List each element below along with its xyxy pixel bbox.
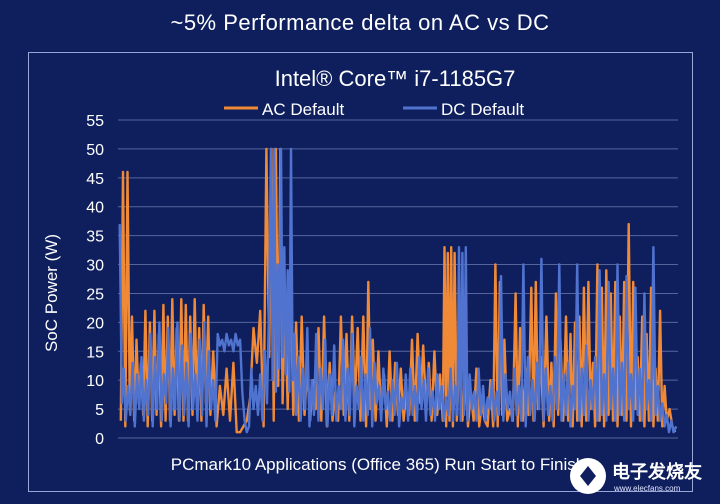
y-tick-label: 25 bbox=[86, 286, 104, 303]
y-tick-label: 0 bbox=[95, 431, 104, 448]
y-tick-label: 45 bbox=[86, 171, 104, 188]
y-tick-label: 20 bbox=[86, 315, 104, 332]
y-tick-label: 5 bbox=[95, 402, 104, 419]
y-tick-labels: 0 5 10 15 20 25 30 35 40 45 50 55 bbox=[86, 113, 104, 448]
chart-frame bbox=[28, 52, 693, 492]
y-tick-label: 35 bbox=[86, 229, 104, 246]
watermark-url: www.elecfans.com bbox=[613, 484, 681, 493]
chart-title: Intel® Core™ i7-1185G7 bbox=[275, 66, 516, 91]
watermark-brand: 电子发烧友 bbox=[612, 461, 702, 482]
legend: AC Default DC Default bbox=[224, 100, 524, 119]
series-layer bbox=[118, 147, 678, 434]
y-tick-label: 50 bbox=[86, 142, 104, 159]
y-tick-label: 15 bbox=[86, 344, 104, 361]
slide-title: ~5% Performance delta on AC vs DC bbox=[170, 10, 550, 35]
y-tick-label: 10 bbox=[86, 373, 104, 390]
y-tick-label: 55 bbox=[86, 113, 104, 130]
y-tick-label: 40 bbox=[86, 200, 104, 217]
watermark-mark-icon bbox=[580, 466, 596, 486]
series-dc-default-line bbox=[118, 147, 678, 434]
legend-ac-label: AC Default bbox=[262, 100, 344, 119]
legend-dc-label: DC Default bbox=[441, 100, 524, 119]
y-tick-label: 30 bbox=[86, 258, 104, 275]
y-axis-title: SoC Power (W) bbox=[42, 234, 61, 352]
watermark-logo: 电子发烧友 www.elecfans.com bbox=[570, 458, 702, 494]
x-axis-title: PCmark10 Applications (Office 365) Run S… bbox=[171, 455, 585, 474]
